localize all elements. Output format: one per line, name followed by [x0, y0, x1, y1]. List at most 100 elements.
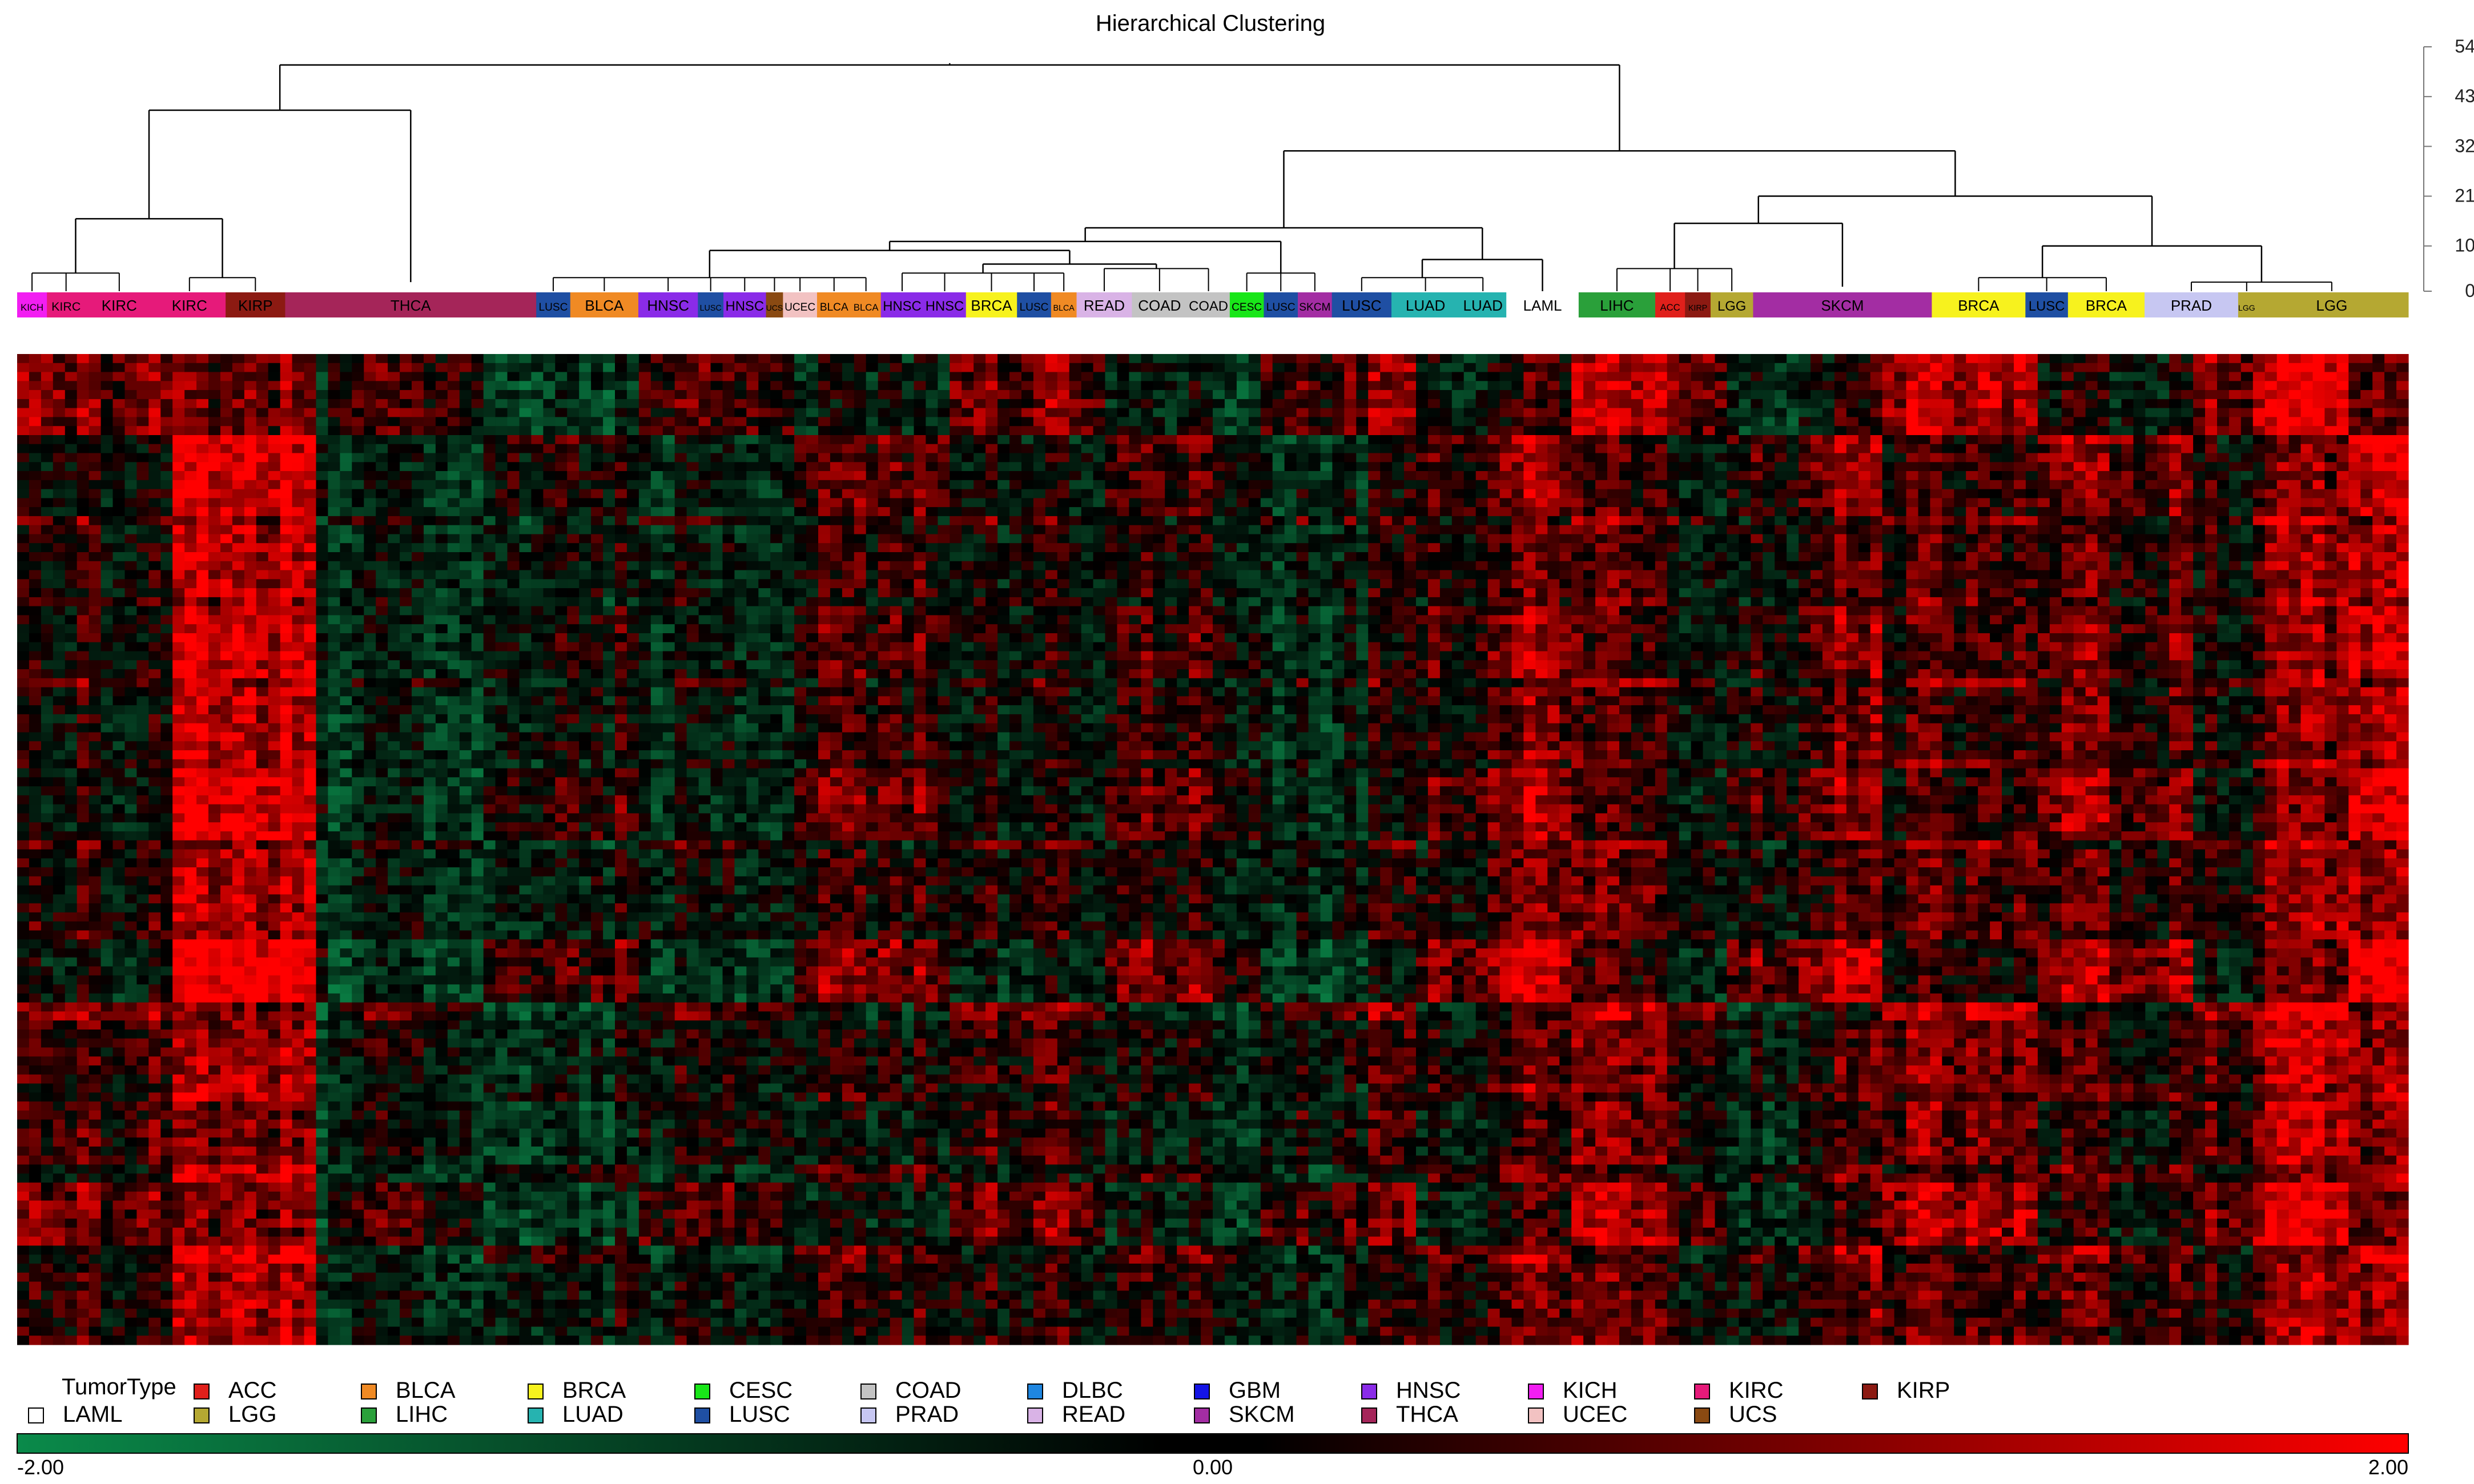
heatmap-cell	[220, 633, 233, 643]
heatmap-cell	[268, 1245, 281, 1255]
heatmap-cell	[256, 1155, 269, 1165]
heatmap-cell	[388, 1164, 400, 1174]
heatmap-cell	[316, 390, 328, 400]
heatmap-cell	[280, 570, 293, 580]
heatmap-cell	[124, 660, 137, 670]
heatmap-cell	[328, 597, 340, 607]
heatmap-cell	[268, 966, 281, 976]
heatmap-cell	[280, 525, 293, 535]
heatmap-cell	[376, 534, 388, 544]
heatmap-cell	[507, 408, 520, 417]
heatmap-cell	[495, 885, 508, 895]
heatmap-cell	[328, 1011, 340, 1021]
heatmap-cell	[172, 885, 185, 895]
heatmap-cell	[41, 363, 54, 373]
heatmap-cell	[220, 813, 233, 823]
heatmap-cell	[352, 1029, 364, 1039]
heatmap-cell	[172, 1317, 185, 1328]
heatmap-cell	[232, 678, 245, 688]
heatmap-cell	[459, 759, 472, 769]
heatmap-cell	[507, 651, 520, 661]
heatmap-cell	[292, 507, 305, 517]
heatmap-cell	[400, 948, 412, 958]
heatmap-cell	[256, 912, 269, 922]
heatmap-cell	[65, 1183, 78, 1192]
heatmap-cell	[459, 543, 472, 553]
heatmap-cell	[53, 1308, 66, 1318]
heatmap-cell	[100, 984, 114, 994]
heatmap-cell	[124, 930, 137, 940]
heatmap-cell	[100, 858, 114, 868]
heatmap-cell	[184, 1218, 197, 1228]
heatmap-cell	[53, 615, 66, 625]
heatmap-cell	[435, 840, 448, 850]
heatmap-cell	[88, 759, 102, 769]
heatmap-cell	[340, 462, 352, 472]
heatmap-cell	[65, 768, 78, 778]
heatmap-cell	[124, 579, 137, 589]
heatmap-cell	[507, 885, 520, 895]
heatmap-cell	[364, 552, 376, 562]
heatmap-cell	[435, 1264, 448, 1273]
heatmap-cell	[160, 669, 173, 679]
heatmap-cell	[160, 1281, 173, 1291]
heatmap-cell	[447, 1128, 460, 1138]
heatmap-cell	[100, 948, 114, 958]
heatmap-cell	[184, 930, 197, 940]
heatmap-cell	[29, 498, 42, 508]
heatmap-cell	[519, 597, 532, 607]
heatmap-cell	[507, 714, 520, 724]
heatmap-cell	[244, 642, 257, 652]
heatmap-cell	[148, 1002, 161, 1012]
heatmap-cell	[280, 1092, 293, 1102]
heatmap-cell	[196, 696, 209, 706]
heatmap-cell	[435, 579, 448, 589]
heatmap-cell	[196, 471, 209, 481]
heatmap-cell	[184, 1110, 197, 1120]
heatmap-cell	[65, 957, 78, 967]
heatmap-cell	[88, 1290, 102, 1300]
heatmap-cell	[400, 633, 412, 643]
heatmap-cell	[65, 516, 78, 526]
heatmap-cell	[316, 354, 328, 364]
heatmap-cell	[304, 678, 317, 688]
heatmap-cell	[29, 1155, 42, 1165]
heatmap-cell	[447, 417, 460, 427]
heatmap-cell	[41, 705, 54, 715]
heatmap-cell	[424, 786, 436, 796]
heatmap-cell	[29, 1173, 42, 1183]
heatmap-cell	[65, 606, 78, 616]
heatmap-cell	[495, 453, 508, 463]
heatmap-cell	[88, 606, 102, 616]
heatmap-cell	[124, 1218, 137, 1228]
heatmap-cell	[495, 912, 508, 922]
heatmap-cell	[172, 1308, 185, 1318]
heatmap-cell	[244, 786, 257, 796]
heatmap-cell	[65, 831, 78, 841]
heatmap-cell	[340, 1155, 352, 1165]
heatmap-cell	[376, 912, 388, 922]
heatmap-cell	[41, 831, 54, 841]
heatmap-cell	[280, 741, 293, 751]
heatmap-cell	[196, 489, 209, 498]
heatmap-cell	[447, 570, 460, 580]
heatmap-cell	[88, 660, 102, 670]
heatmap-cell	[196, 1128, 209, 1138]
heatmap-cell	[208, 993, 221, 1003]
heatmap-cell	[495, 1011, 508, 1021]
heatmap-cell	[136, 579, 149, 589]
heatmap-cell	[244, 1047, 257, 1057]
heatmap-cell	[483, 1110, 496, 1120]
heatmap-cell	[459, 885, 472, 895]
heatmap-cell	[412, 912, 424, 922]
heatmap-cell	[495, 1155, 508, 1165]
heatmap-cell	[364, 768, 376, 778]
heatmap-cell	[471, 759, 484, 769]
heatmap-cell	[364, 408, 376, 417]
heatmap-cell	[112, 876, 125, 886]
heatmap-cell	[531, 462, 544, 472]
heatmap-cell	[220, 606, 233, 616]
heatmap-cell	[65, 561, 78, 571]
heatmap-cell	[184, 1236, 197, 1246]
heatmap-cell	[53, 867, 66, 877]
